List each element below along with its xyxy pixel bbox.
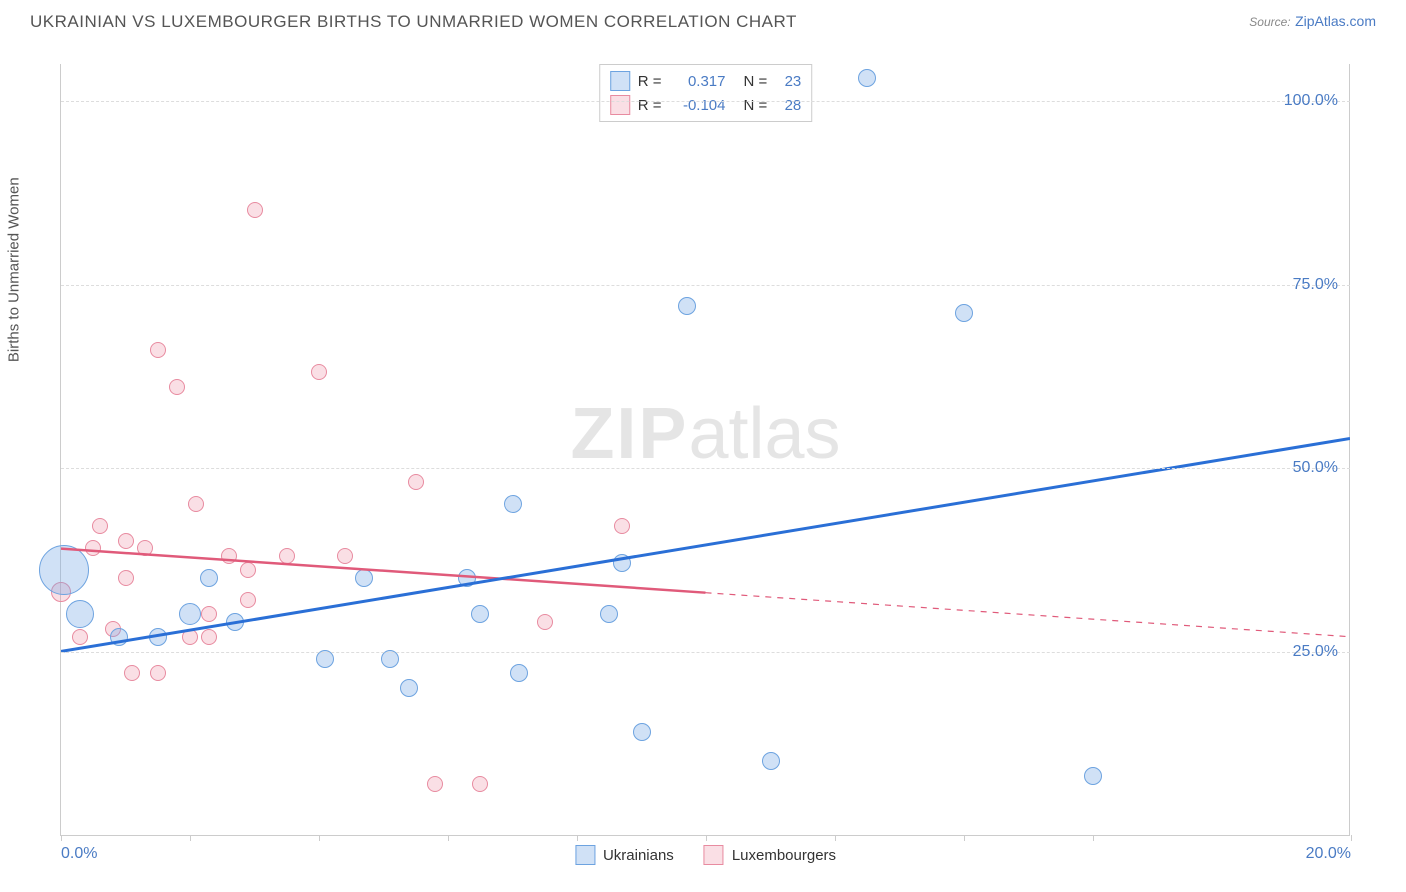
data-point-luxembourgers: [201, 606, 217, 622]
data-point-ukrainians: [633, 723, 651, 741]
data-point-luxembourgers: [124, 665, 140, 681]
y-axis-label: Births to Unmarried Women: [6, 177, 23, 362]
data-point-luxembourgers: [240, 562, 256, 578]
legend-swatch-ukrainians: [575, 845, 595, 865]
data-point-luxembourgers: [85, 540, 101, 556]
r-value-luxembourgers: -0.104: [670, 97, 726, 114]
x-tick: [190, 835, 191, 841]
gridline: [61, 468, 1350, 469]
data-point-luxembourgers: [150, 665, 166, 681]
data-point-luxembourgers: [118, 533, 134, 549]
data-point-ukrainians: [39, 545, 89, 595]
data-point-ukrainians: [355, 569, 373, 587]
right-axis-line: [1349, 64, 1350, 835]
legend-swatch-luxembourgers: [610, 95, 630, 115]
data-point-ukrainians: [200, 569, 218, 587]
x-tick: [61, 835, 62, 841]
legend-item-ukrainians: Ukrainians: [575, 845, 674, 865]
data-point-luxembourgers: [72, 629, 88, 645]
r-equals-label: R =: [638, 73, 662, 90]
data-point-luxembourgers: [188, 496, 204, 512]
gridline: [61, 285, 1350, 286]
data-point-luxembourgers: [150, 342, 166, 358]
x-tick: [577, 835, 578, 841]
data-point-ukrainians: [510, 664, 528, 682]
n-value-luxembourgers: 28: [775, 97, 801, 114]
data-point-luxembourgers: [537, 614, 553, 630]
data-point-luxembourgers: [182, 629, 198, 645]
gridline: [61, 652, 1350, 653]
r-value-ukrainians: 0.317: [670, 73, 726, 90]
data-point-ukrainians: [504, 495, 522, 513]
data-point-ukrainians: [66, 600, 94, 628]
source-link[interactable]: ZipAtlas.com: [1295, 13, 1376, 29]
data-point-ukrainians: [226, 613, 244, 631]
legend-item-luxembourgers: Luxembourgers: [704, 845, 836, 865]
data-point-ukrainians: [110, 628, 128, 646]
data-point-luxembourgers: [240, 592, 256, 608]
n-equals-label: N =: [744, 73, 768, 90]
x-tick: [835, 835, 836, 841]
correlation-legend: R = 0.317 N = 23 R = -0.104 N = 28: [599, 64, 813, 122]
legend-row-ukrainians: R = 0.317 N = 23: [610, 69, 802, 93]
data-point-ukrainians: [955, 304, 973, 322]
data-point-ukrainians: [458, 569, 476, 587]
legend-label-luxembourgers: Luxembourgers: [732, 847, 836, 864]
data-point-luxembourgers: [408, 474, 424, 490]
data-point-ukrainians: [600, 605, 618, 623]
trend-lines-svg: [61, 64, 1350, 835]
data-point-luxembourgers: [472, 776, 488, 792]
legend-label-ukrainians: Ukrainians: [603, 847, 674, 864]
data-point-luxembourgers: [247, 202, 263, 218]
y-tick-label: 75.0%: [1293, 276, 1338, 294]
legend-row-luxembourgers: R = -0.104 N = 28: [610, 93, 802, 117]
n-value-ukrainians: 23: [775, 73, 801, 90]
data-point-ukrainians: [1084, 767, 1102, 785]
data-point-ukrainians: [613, 554, 631, 572]
watermark: ZIPatlas: [570, 393, 840, 475]
series-legend: Ukrainians Luxembourgers: [575, 845, 836, 865]
x-tick-label: 0.0%: [61, 845, 97, 863]
data-point-ukrainians: [858, 69, 876, 87]
data-point-ukrainians: [471, 605, 489, 623]
data-point-ukrainians: [762, 752, 780, 770]
data-point-luxembourgers: [137, 540, 153, 556]
source-label: Source:: [1249, 15, 1290, 29]
n-equals-label: N =: [744, 97, 768, 114]
x-tick: [964, 835, 965, 841]
data-point-luxembourgers: [169, 379, 185, 395]
r-equals-label: R =: [638, 97, 662, 114]
x-tick: [319, 835, 320, 841]
data-point-ukrainians: [179, 603, 201, 625]
source-bloc: Source: ZipAtlas.com: [1249, 13, 1376, 31]
x-tick: [1351, 835, 1352, 841]
data-point-luxembourgers: [118, 570, 134, 586]
x-tick: [706, 835, 707, 841]
data-point-ukrainians: [400, 679, 418, 697]
legend-swatch-ukrainians: [610, 71, 630, 91]
y-tick-label: 50.0%: [1293, 459, 1338, 477]
data-point-luxembourgers: [311, 364, 327, 380]
data-point-luxembourgers: [221, 548, 237, 564]
x-tick: [1093, 835, 1094, 841]
x-tick: [448, 835, 449, 841]
y-tick-label: 25.0%: [1293, 643, 1338, 661]
gridline: [61, 101, 1350, 102]
header: UKRAINIAN VS LUXEMBOURGER BIRTHS TO UNMA…: [0, 0, 1406, 40]
y-tick-label: 100.0%: [1284, 92, 1338, 110]
data-point-luxembourgers: [92, 518, 108, 534]
page-title: UKRAINIAN VS LUXEMBOURGER BIRTHS TO UNMA…: [30, 12, 797, 32]
data-point-luxembourgers: [279, 548, 295, 564]
plot-area: ZIPatlas R = 0.317 N = 23 R = -0.104 N =…: [60, 64, 1350, 836]
legend-swatch-luxembourgers: [704, 845, 724, 865]
x-tick-label: 20.0%: [1306, 845, 1351, 863]
data-point-luxembourgers: [337, 548, 353, 564]
data-point-ukrainians: [678, 297, 696, 315]
data-point-ukrainians: [149, 628, 167, 646]
data-point-luxembourgers: [427, 776, 443, 792]
data-point-luxembourgers: [614, 518, 630, 534]
chart-container: UKRAINIAN VS LUXEMBOURGER BIRTHS TO UNMA…: [0, 0, 1406, 892]
data-point-luxembourgers: [201, 629, 217, 645]
